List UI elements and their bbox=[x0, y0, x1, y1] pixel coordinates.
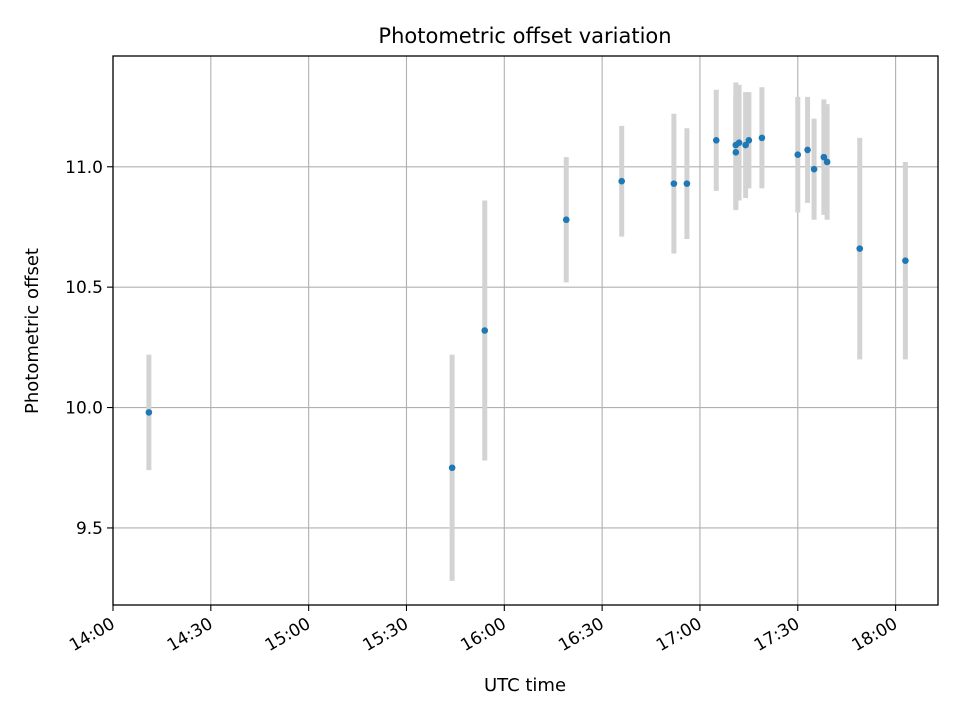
chart-title: Photometric offset variation bbox=[378, 24, 671, 48]
grid bbox=[112, 56, 938, 605]
y-axis-title: Photometric offset bbox=[22, 248, 43, 414]
data-point bbox=[732, 149, 740, 156]
data-point bbox=[712, 136, 720, 144]
data-point bbox=[804, 146, 811, 154]
data-point bbox=[745, 136, 753, 144]
data-point bbox=[670, 180, 678, 187]
data-point bbox=[683, 180, 691, 187]
data-point bbox=[820, 153, 828, 161]
data-point bbox=[735, 139, 743, 146]
data-point bbox=[823, 158, 831, 166]
data-point bbox=[618, 177, 625, 185]
data-point bbox=[481, 327, 489, 334]
data-point bbox=[902, 257, 909, 264]
y-tick-label: 10.5 bbox=[65, 278, 103, 298]
data-point bbox=[448, 464, 456, 472]
data-point bbox=[742, 141, 749, 149]
x-axis-title: UTC time bbox=[484, 675, 566, 696]
data-points bbox=[145, 134, 909, 472]
y-tick-label: 10.0 bbox=[65, 399, 103, 419]
data-point bbox=[145, 409, 153, 416]
data-point bbox=[810, 165, 818, 173]
y-tick-label: 11.0 bbox=[65, 158, 103, 178]
data-point bbox=[758, 134, 766, 142]
data-point bbox=[794, 151, 802, 159]
data-point bbox=[856, 245, 864, 252]
y-axis-ticks: 9.5 10.0 10.5 11.0 bbox=[65, 158, 113, 539]
y-tick-label: 9.5 bbox=[76, 519, 103, 539]
data-point bbox=[562, 216, 570, 224]
plot-frame bbox=[112, 55, 939, 606]
